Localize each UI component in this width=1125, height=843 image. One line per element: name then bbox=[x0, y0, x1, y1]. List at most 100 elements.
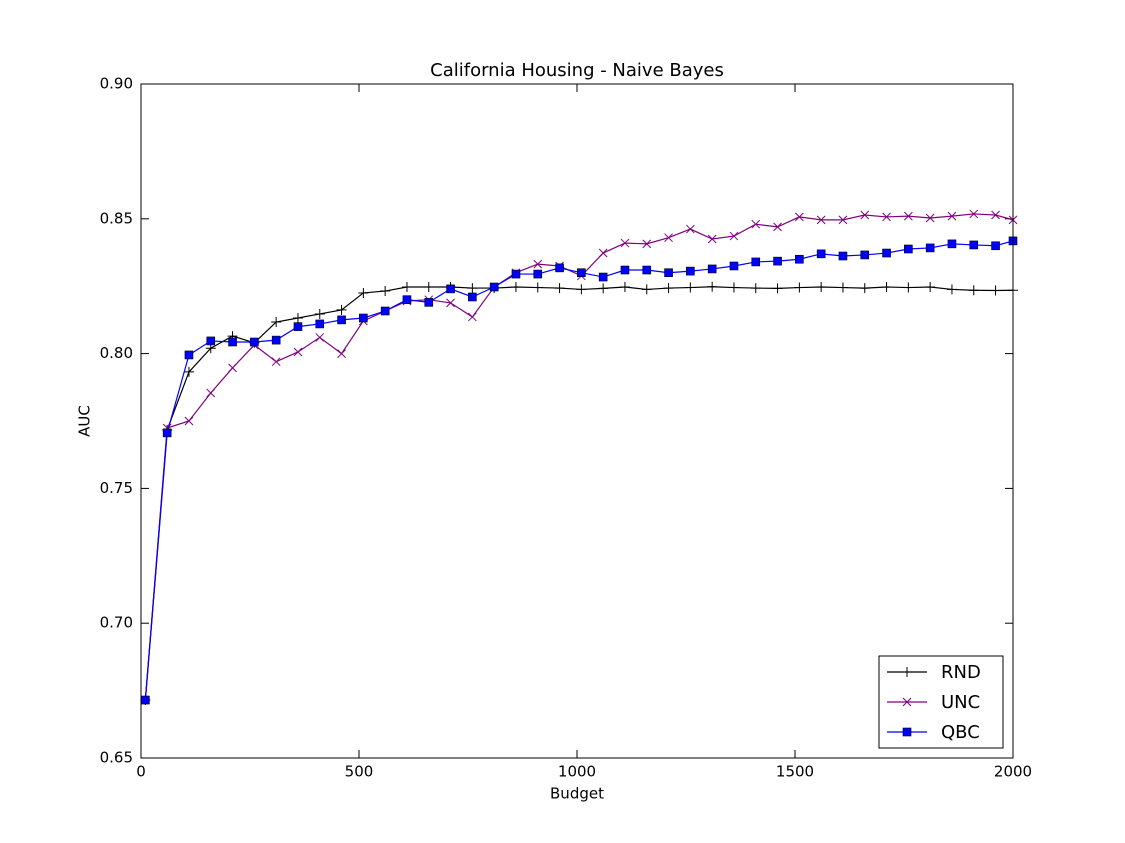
y-tick-label: 0.70 bbox=[100, 614, 133, 632]
marker bbox=[141, 695, 150, 705]
marker bbox=[642, 239, 652, 249]
marker bbox=[837, 282, 848, 293]
marker bbox=[250, 337, 259, 347]
marker bbox=[401, 282, 412, 293]
x-tick-label: 1000 bbox=[558, 763, 596, 781]
marker bbox=[184, 350, 194, 360]
marker bbox=[772, 283, 783, 294]
marker bbox=[663, 283, 674, 294]
marker bbox=[991, 241, 1000, 251]
y-tick-label: 0.90 bbox=[100, 75, 133, 93]
legend-marker bbox=[902, 667, 912, 677]
y-tick-label: 0.65 bbox=[100, 749, 133, 767]
marker bbox=[598, 283, 609, 294]
marker bbox=[424, 298, 434, 307]
y-tick-label: 0.80 bbox=[100, 344, 133, 362]
marker bbox=[859, 283, 870, 294]
marker bbox=[446, 298, 455, 308]
marker bbox=[642, 265, 652, 275]
marker bbox=[860, 210, 870, 220]
marker bbox=[468, 312, 477, 322]
marker bbox=[882, 212, 891, 222]
marker bbox=[816, 215, 826, 225]
marker bbox=[707, 264, 717, 274]
marker bbox=[990, 285, 1001, 296]
marker bbox=[751, 219, 761, 229]
marker bbox=[554, 283, 565, 294]
marker bbox=[881, 282, 892, 293]
marker bbox=[336, 304, 347, 315]
x-tick-label: 500 bbox=[345, 763, 374, 781]
y-axis-label: AUC bbox=[76, 405, 94, 437]
marker bbox=[598, 272, 608, 282]
marker bbox=[773, 256, 782, 266]
marker bbox=[206, 336, 216, 346]
marker bbox=[206, 388, 216, 398]
marker bbox=[925, 213, 935, 223]
marker bbox=[729, 231, 739, 241]
marker bbox=[183, 366, 194, 377]
marker bbox=[446, 284, 455, 294]
marker bbox=[511, 269, 521, 279]
marker bbox=[555, 263, 564, 273]
marker bbox=[816, 249, 826, 259]
marker bbox=[750, 283, 761, 294]
marker bbox=[686, 224, 695, 234]
marker bbox=[707, 281, 718, 292]
y-tick-label: 0.75 bbox=[100, 479, 133, 497]
plot-frame bbox=[140, 83, 1014, 759]
legend-label: UNC bbox=[941, 692, 980, 713]
marker bbox=[598, 248, 608, 258]
series-line bbox=[144, 240, 1014, 701]
marker bbox=[968, 285, 979, 296]
marker bbox=[729, 261, 739, 271]
marker bbox=[402, 295, 412, 304]
marker bbox=[314, 308, 325, 319]
marker bbox=[946, 284, 957, 295]
marker bbox=[838, 215, 848, 225]
marker bbox=[904, 244, 913, 254]
marker bbox=[533, 259, 543, 269]
marker bbox=[925, 282, 936, 293]
marker bbox=[315, 333, 325, 342]
marker bbox=[337, 349, 346, 358]
marker bbox=[271, 357, 281, 367]
marker bbox=[969, 240, 979, 250]
x-axis-label: Budget bbox=[550, 785, 604, 803]
marker bbox=[620, 265, 630, 275]
marker bbox=[619, 282, 630, 293]
marker bbox=[860, 250, 870, 260]
marker bbox=[162, 428, 172, 438]
marker bbox=[271, 335, 281, 345]
marker bbox=[969, 209, 979, 219]
marker bbox=[947, 211, 957, 221]
legend-marker bbox=[902, 727, 912, 737]
marker bbox=[423, 282, 434, 293]
marker bbox=[795, 254, 804, 264]
marker bbox=[903, 282, 914, 293]
x-tick-label: 0 bbox=[136, 763, 146, 781]
marker bbox=[337, 315, 346, 325]
legend-label: QBC bbox=[941, 722, 980, 743]
marker bbox=[728, 282, 739, 293]
marker bbox=[359, 313, 368, 323]
marker bbox=[620, 238, 630, 248]
legend-marker bbox=[902, 697, 912, 707]
marker bbox=[947, 239, 957, 249]
marker bbox=[925, 243, 935, 253]
marker bbox=[904, 211, 913, 221]
marker bbox=[991, 210, 1000, 220]
marker bbox=[358, 287, 369, 298]
marker bbox=[532, 282, 543, 293]
marker bbox=[293, 322, 303, 331]
marker bbox=[315, 319, 325, 329]
x-tick-label: 1500 bbox=[776, 763, 814, 781]
marker bbox=[184, 416, 194, 426]
marker bbox=[707, 234, 717, 244]
legend-label: RND bbox=[941, 662, 981, 683]
y-tick-label: 0.85 bbox=[100, 209, 133, 227]
marker bbox=[664, 233, 673, 243]
marker bbox=[773, 222, 782, 232]
marker bbox=[838, 251, 848, 261]
